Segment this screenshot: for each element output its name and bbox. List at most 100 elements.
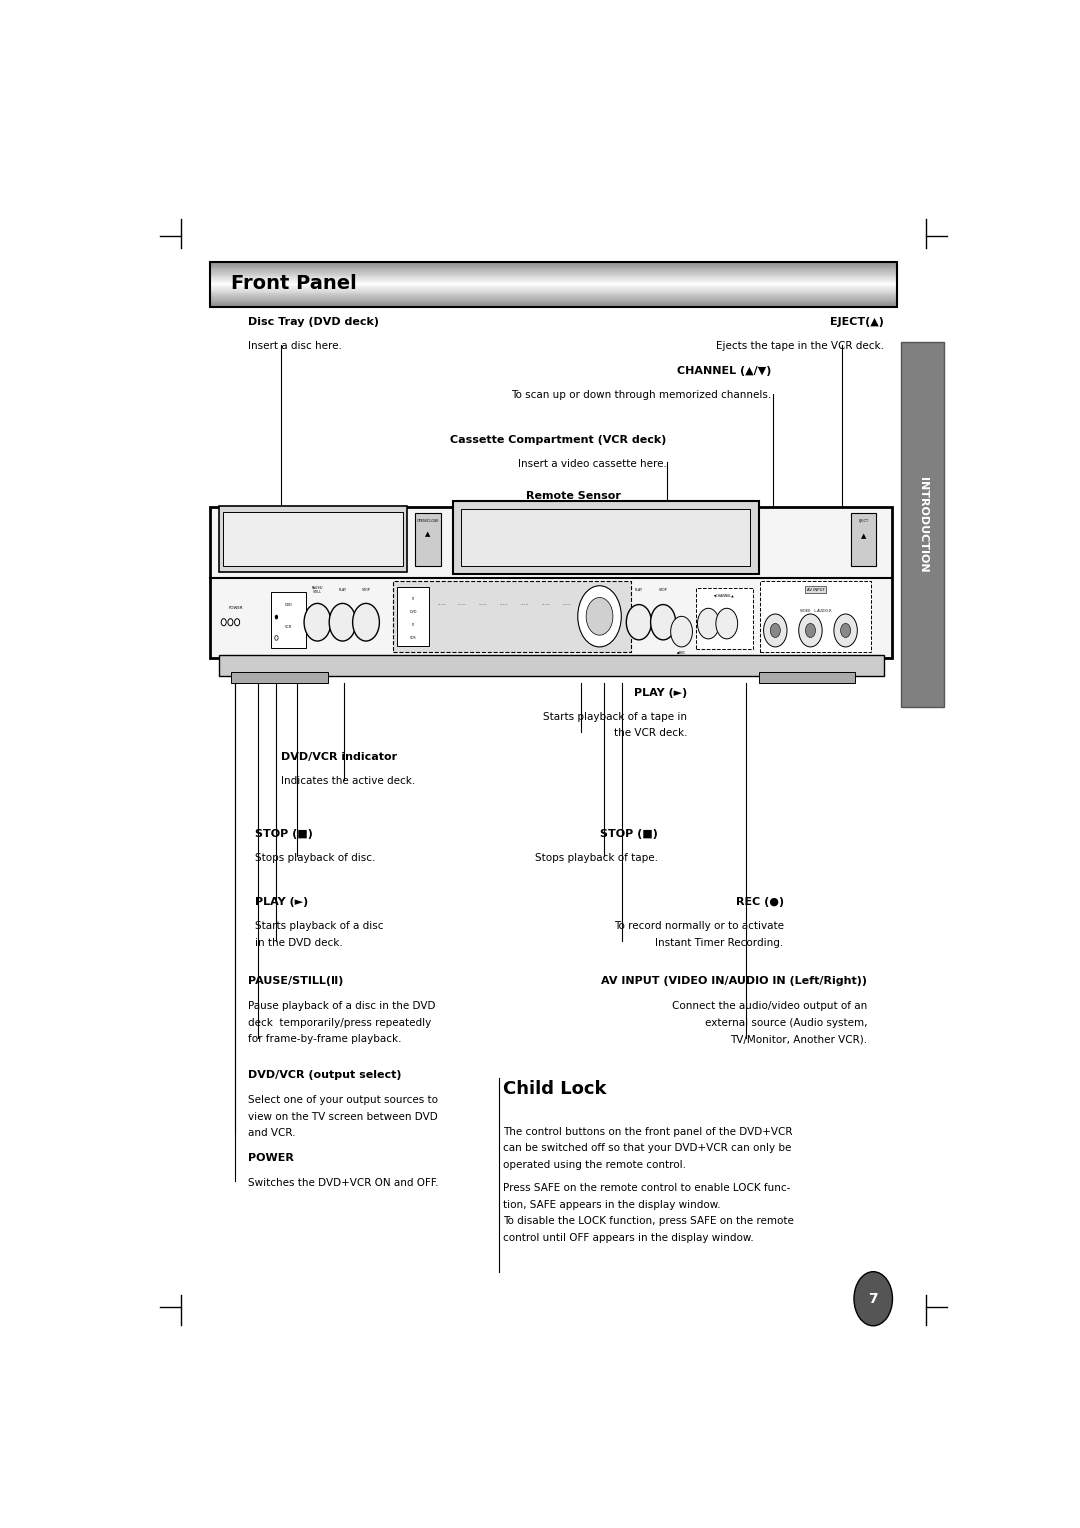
Circle shape bbox=[353, 604, 379, 642]
Text: ▼CHANNEL▲: ▼CHANNEL▲ bbox=[714, 594, 734, 597]
Text: Shows the current status of the DVD+VCR.: Shows the current status of the DVD+VCR. bbox=[378, 576, 602, 587]
Text: PLAY (►): PLAY (►) bbox=[634, 688, 688, 697]
Text: ·····: ····· bbox=[500, 602, 509, 607]
Text: Front Panel: Front Panel bbox=[231, 275, 357, 293]
Text: ·····: ····· bbox=[478, 602, 487, 607]
Text: PLAY: PLAY bbox=[338, 588, 347, 593]
Text: the VCR deck.: the VCR deck. bbox=[613, 729, 688, 738]
Text: PLAY: PLAY bbox=[635, 588, 643, 593]
Bar bbox=[218, 506, 407, 571]
Circle shape bbox=[274, 636, 279, 640]
Text: tion, SAFE appears in the display window.: tion, SAFE appears in the display window… bbox=[503, 1199, 721, 1210]
Bar bbox=[461, 509, 751, 565]
Circle shape bbox=[586, 597, 613, 636]
Text: DVD/VCR (output select): DVD/VCR (output select) bbox=[248, 1070, 402, 1080]
Text: AV INPUT (VIDEO IN/AUDIO IN (Left/Right)): AV INPUT (VIDEO IN/AUDIO IN (Left/Right)… bbox=[602, 976, 867, 986]
Text: VCR: VCR bbox=[284, 625, 292, 628]
Text: STOP (■): STOP (■) bbox=[600, 828, 658, 839]
Text: To record normally or to activate: To record normally or to activate bbox=[613, 921, 784, 931]
Circle shape bbox=[764, 614, 787, 646]
Text: Starts playback of a disc: Starts playback of a disc bbox=[255, 921, 383, 931]
Bar bbox=[211, 263, 896, 307]
Circle shape bbox=[854, 1271, 892, 1326]
Text: Cassette Compartment (VCR deck): Cassette Compartment (VCR deck) bbox=[450, 434, 666, 445]
Text: 7: 7 bbox=[868, 1291, 878, 1306]
Bar bbox=[696, 588, 753, 649]
Text: Stops playback of disc.: Stops playback of disc. bbox=[255, 853, 375, 863]
Text: deck  temporarily/press repeatedly: deck temporarily/press repeatedly bbox=[248, 1018, 431, 1027]
Bar bbox=[416, 513, 441, 565]
Text: OPEN/CLOSE: OPEN/CLOSE bbox=[417, 518, 440, 523]
Circle shape bbox=[274, 614, 279, 619]
Text: Stops playback of tape.: Stops playback of tape. bbox=[535, 853, 658, 863]
Text: Connect the audio/video output of an: Connect the audio/video output of an bbox=[672, 1001, 867, 1012]
Text: OPEN/CLOSE (▲): OPEN/CLOSE (▲) bbox=[265, 604, 366, 614]
Text: EJECT(▲): EJECT(▲) bbox=[831, 316, 885, 327]
Text: in the DVD deck.: in the DVD deck. bbox=[255, 938, 342, 947]
Text: can be switched off so that your DVD+VCR can only be: can be switched off so that your DVD+VCR… bbox=[503, 1143, 792, 1154]
Text: TV/Monitor, Another VCR).: TV/Monitor, Another VCR). bbox=[730, 1034, 867, 1044]
Text: REC (●): REC (●) bbox=[735, 897, 784, 908]
Text: ◦: ◦ bbox=[410, 622, 415, 628]
Bar bbox=[397, 587, 429, 646]
Circle shape bbox=[650, 605, 676, 640]
Bar bbox=[851, 513, 876, 565]
Text: Switches the DVD+VCR ON and OFF.: Switches the DVD+VCR ON and OFF. bbox=[248, 1178, 438, 1187]
Bar bbox=[901, 342, 944, 707]
Text: VIDEO    L-AUDIO-R: VIDEO L-AUDIO-R bbox=[799, 610, 832, 613]
Circle shape bbox=[305, 604, 330, 642]
Bar bbox=[271, 591, 306, 648]
Text: Remote Sensor: Remote Sensor bbox=[526, 490, 620, 501]
Text: external source (Audio system,: external source (Audio system, bbox=[705, 1018, 867, 1027]
Text: Starts playback of a tape in: Starts playback of a tape in bbox=[543, 712, 688, 721]
Text: STOP (■): STOP (■) bbox=[255, 828, 312, 839]
Text: DVD: DVD bbox=[284, 602, 292, 607]
Text: PAUSE/STILL(Ⅱ): PAUSE/STILL(Ⅱ) bbox=[248, 976, 343, 986]
Text: Child Lock: Child Lock bbox=[503, 1080, 607, 1099]
Text: AV INPUT: AV INPUT bbox=[807, 587, 824, 591]
Text: POWER: POWER bbox=[228, 607, 243, 610]
Text: ·····: ····· bbox=[521, 602, 529, 607]
Text: The control buttons on the front panel of the DVD+VCR: The control buttons on the front panel o… bbox=[503, 1128, 793, 1137]
Bar bbox=[211, 507, 892, 657]
Bar bbox=[454, 501, 758, 575]
Text: ·····: ····· bbox=[458, 602, 467, 607]
Text: EJECT: EJECT bbox=[859, 518, 868, 523]
Text: Point the DVD+VCR remote control here.: Point the DVD+VCR remote control here. bbox=[407, 515, 620, 526]
Text: Instant Timer Recording.: Instant Timer Recording. bbox=[656, 938, 784, 947]
Text: view on the TV screen between DVD: view on the TV screen between DVD bbox=[248, 1112, 437, 1122]
Circle shape bbox=[228, 619, 233, 626]
Bar bbox=[758, 672, 855, 683]
Text: To disable the LOCK function, press SAFE on the remote: To disable the LOCK function, press SAFE… bbox=[503, 1216, 794, 1227]
Bar bbox=[393, 581, 632, 651]
Circle shape bbox=[578, 585, 621, 646]
Circle shape bbox=[329, 604, 356, 642]
Text: control until OFF appears in the display window.: control until OFF appears in the display… bbox=[503, 1233, 754, 1242]
Circle shape bbox=[840, 623, 851, 637]
Text: Insert a disc here.: Insert a disc here. bbox=[248, 341, 342, 351]
Text: ●REC: ●REC bbox=[677, 651, 686, 654]
Text: INTRODUCTION: INTRODUCTION bbox=[918, 477, 928, 573]
Text: PLAY (►): PLAY (►) bbox=[255, 897, 308, 908]
Text: Pause playback of a disc in the DVD: Pause playback of a disc in the DVD bbox=[248, 1001, 435, 1012]
Text: CHANNEL (▲/▼): CHANNEL (▲/▼) bbox=[677, 367, 771, 376]
Circle shape bbox=[716, 608, 738, 639]
Bar bbox=[760, 581, 870, 651]
Text: VCR: VCR bbox=[409, 636, 416, 640]
Circle shape bbox=[626, 605, 651, 640]
Circle shape bbox=[834, 614, 858, 646]
Text: Select one of your output sources to: Select one of your output sources to bbox=[248, 1096, 438, 1105]
Text: STOP: STOP bbox=[362, 588, 370, 593]
Bar bbox=[222, 512, 403, 565]
Text: DVD/VCR indicator: DVD/VCR indicator bbox=[282, 752, 397, 762]
Text: Insert a video cassette here.: Insert a video cassette here. bbox=[517, 458, 666, 469]
Text: operated using the remote control.: operated using the remote control. bbox=[503, 1160, 686, 1170]
Circle shape bbox=[806, 623, 815, 637]
Circle shape bbox=[671, 616, 692, 646]
Circle shape bbox=[221, 619, 226, 626]
Circle shape bbox=[799, 614, 822, 646]
Text: To scan up or down through memorized channels.: To scan up or down through memorized cha… bbox=[511, 391, 771, 400]
Bar bbox=[218, 656, 885, 677]
Text: for frame-by-frame playback.: for frame-by-frame playback. bbox=[248, 1034, 402, 1044]
Circle shape bbox=[698, 608, 719, 639]
